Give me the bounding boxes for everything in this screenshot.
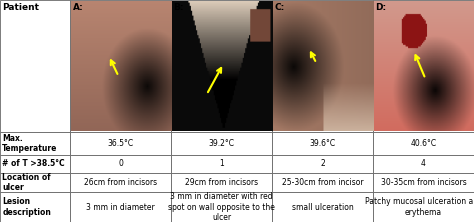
Bar bbox=[272, 192, 373, 222]
Text: Max.
Temperature: Max. Temperature bbox=[2, 134, 58, 153]
Text: small ulceration: small ulceration bbox=[292, 203, 354, 212]
Text: 36.5°C: 36.5°C bbox=[108, 139, 134, 148]
Bar bbox=[70, 192, 171, 222]
Text: Location of
ulcer: Location of ulcer bbox=[2, 173, 51, 192]
Bar bbox=[171, 192, 272, 222]
Bar bbox=[171, 0, 272, 132]
Text: D:: D: bbox=[375, 3, 386, 12]
Bar bbox=[70, 155, 171, 173]
Bar bbox=[70, 132, 171, 155]
Bar bbox=[373, 192, 474, 222]
Text: 2: 2 bbox=[320, 159, 325, 168]
Text: 25-30cm from incisor: 25-30cm from incisor bbox=[282, 178, 364, 187]
Bar bbox=[373, 132, 474, 155]
Text: 4: 4 bbox=[421, 159, 426, 168]
Bar bbox=[0, 155, 70, 173]
Text: 30-35cm from incisors: 30-35cm from incisors bbox=[381, 178, 466, 187]
Text: 0: 0 bbox=[118, 159, 123, 168]
Bar bbox=[373, 0, 474, 132]
Bar bbox=[171, 132, 272, 155]
Bar bbox=[0, 132, 70, 155]
Bar bbox=[272, 132, 373, 155]
Bar bbox=[272, 173, 373, 192]
Bar bbox=[171, 173, 272, 192]
Bar bbox=[171, 155, 272, 173]
Text: 40.6°C: 40.6°C bbox=[410, 139, 437, 148]
Text: Lesion
description: Lesion description bbox=[2, 197, 51, 217]
Bar bbox=[373, 155, 474, 173]
Bar bbox=[0, 173, 70, 192]
Text: 39.6°C: 39.6°C bbox=[310, 139, 336, 148]
Text: 39.2°C: 39.2°C bbox=[209, 139, 235, 148]
Text: 26cm from incisors: 26cm from incisors bbox=[84, 178, 157, 187]
Text: Patchy mucosal ulceration and
erythema: Patchy mucosal ulceration and erythema bbox=[365, 197, 474, 217]
Text: 3 mm in diameter with red
spot on wall opposite to the
ulcer: 3 mm in diameter with red spot on wall o… bbox=[168, 192, 275, 222]
Bar bbox=[70, 0, 171, 132]
Text: 29cm from incisors: 29cm from incisors bbox=[185, 178, 258, 187]
Text: 3 mm in diameter: 3 mm in diameter bbox=[86, 203, 155, 212]
Bar bbox=[70, 173, 171, 192]
Bar bbox=[272, 155, 373, 173]
Bar bbox=[0, 192, 70, 222]
Bar bbox=[0, 0, 70, 132]
Text: A:: A: bbox=[73, 3, 83, 12]
Text: # of T >38.5°C: # of T >38.5°C bbox=[2, 159, 65, 168]
Text: C:: C: bbox=[274, 3, 285, 12]
Bar bbox=[272, 0, 373, 132]
Text: B:: B: bbox=[173, 3, 184, 12]
Text: 1: 1 bbox=[219, 159, 224, 168]
Text: Patient: Patient bbox=[2, 3, 39, 12]
Bar bbox=[373, 173, 474, 192]
